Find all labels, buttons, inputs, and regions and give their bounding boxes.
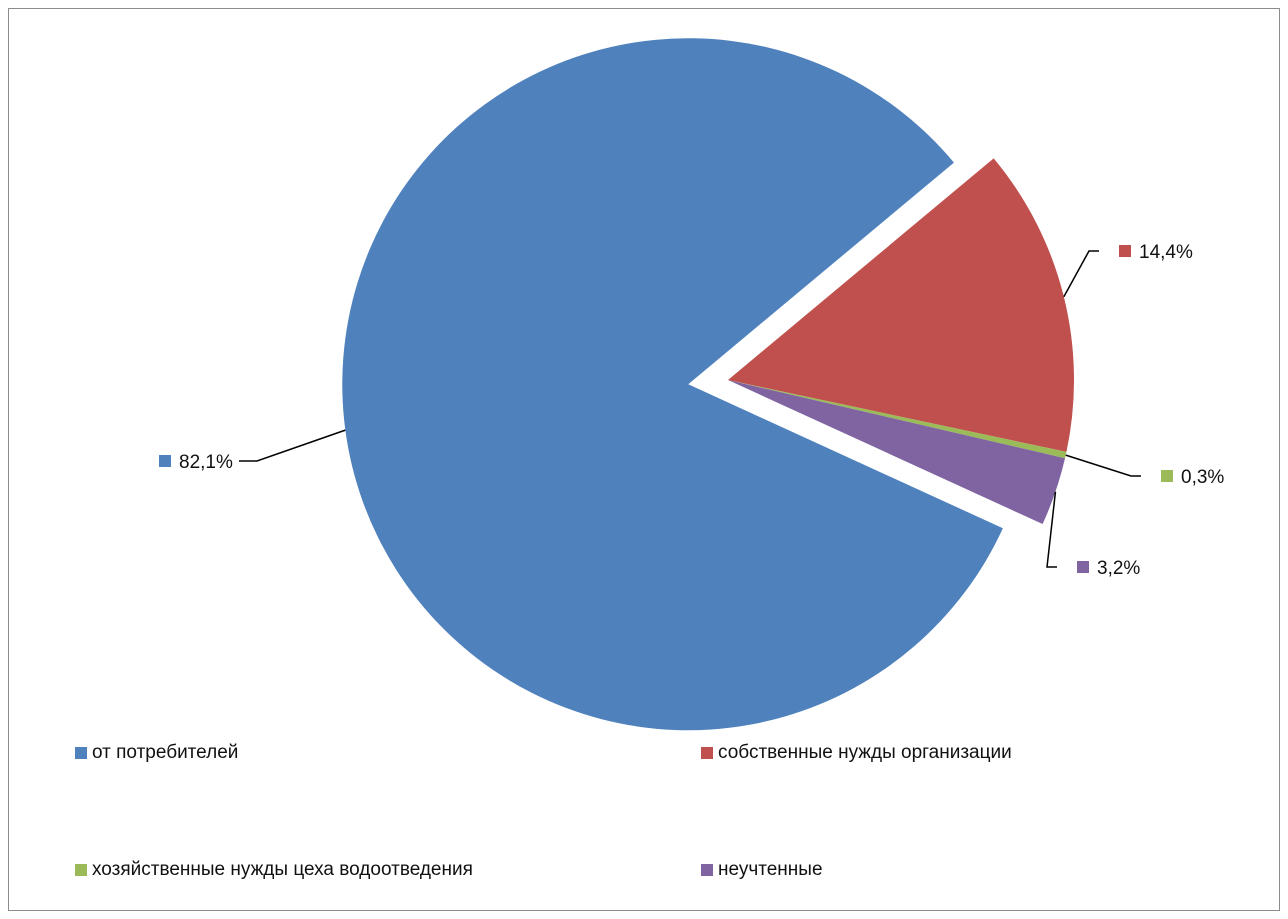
legend-swatch-consumers [75,747,87,759]
legend-label-household-needs: хозяйственные нужды цеха водоотведения [92,859,473,881]
legend-swatch-own-needs [701,747,713,759]
data-label-own-needs: 14,4% [1139,242,1193,263]
legend-item-household-needs: хозяйственные нужды цеха водоотведения [75,859,473,881]
legend-item-unaccounted: неучтенные [701,859,823,881]
legend-swatch-unaccounted [701,864,713,876]
leader-line-household-needs [1066,455,1141,476]
legend-label-own-needs: собственные нужды организации [718,742,1012,764]
data-label-swatch-household-needs [1161,470,1173,482]
legend-swatch-household-needs [75,864,87,876]
data-label-consumers: 82,1% [179,452,233,473]
data-label-swatch-own-needs [1119,245,1131,257]
pie-chart: 82,1% 14,4% 0,3% 3,2% [9,9,1281,912]
slices-layer [342,38,1074,730]
leader-line-consumers [239,430,345,461]
chart-area: 82,1% 14,4% 0,3% 3,2% от потребителей собст… [8,8,1280,911]
legend-item-consumers: от потребителей [75,742,238,764]
data-label-swatch-consumers [159,455,171,467]
leader-line-own-needs [1064,251,1099,297]
data-label-household-needs: 0,3% [1181,467,1224,488]
legend-label-consumers: от потребителей [92,742,238,764]
legend-label-unaccounted: неучтенные [718,859,823,881]
legend-item-own-needs: собственные нужды организации [701,742,1012,764]
data-label-unaccounted: 3,2% [1097,558,1140,579]
data-label-swatch-unaccounted [1077,561,1089,573]
